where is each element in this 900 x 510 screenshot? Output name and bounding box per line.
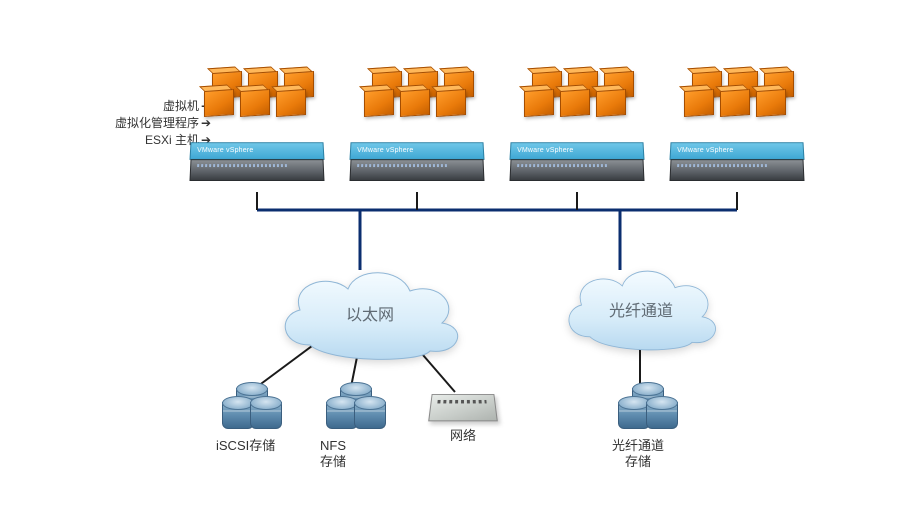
disk-icon (618, 396, 648, 428)
storage-fc: 光纤通道 存储 (612, 382, 664, 469)
vm-box (364, 89, 394, 117)
vm-box (560, 89, 590, 117)
server-chassis (669, 159, 804, 181)
esxi-host: VMware vSphere (510, 72, 644, 181)
network-switch-icon (428, 394, 498, 421)
server-chassis (189, 159, 324, 181)
disk-icon (250, 396, 280, 428)
storage-iscsi: iSCSI存储 (216, 382, 275, 454)
hypervisor-layer: VMware vSphere (669, 142, 804, 160)
vm-box (436, 89, 466, 117)
disk-cluster (216, 382, 275, 432)
disk-icon (354, 396, 384, 428)
server-chassis (349, 159, 484, 181)
storage-nfs: NFS 存储 (320, 382, 346, 469)
hypervisor-layer: VMware vSphere (509, 142, 644, 160)
cloud-fibre-channel: 光纤通道 (556, 255, 726, 355)
storage-label: NFS 存储 (320, 438, 346, 469)
esxi-host: VMware vSphere (670, 72, 804, 181)
vm-box (524, 89, 554, 117)
vm-grid (350, 72, 484, 120)
server-chassis (509, 159, 644, 181)
vm-box (684, 89, 714, 117)
vm-grid (670, 72, 804, 120)
vm-box (720, 89, 750, 117)
cloud-ethernet: 以太网 (270, 255, 470, 365)
vm-box (756, 89, 786, 117)
storage-label: 光纤通道 存储 (612, 438, 664, 469)
vm-box (596, 89, 626, 117)
vm-box (240, 89, 270, 117)
disk-cluster (320, 382, 346, 432)
host-row: VMware vSphere VMware vSphere VMware vSp… (190, 72, 804, 181)
disk-icon (646, 396, 676, 428)
disk-cluster (612, 382, 664, 432)
disk-icon (326, 396, 356, 428)
cloud-fc-label: 光纤通道 (556, 297, 726, 321)
vm-box (276, 89, 306, 117)
vm-grid (190, 72, 324, 120)
vm-grid (510, 72, 644, 120)
esxi-host: VMware vSphere (350, 72, 484, 181)
vsphere-storage-topology-diagram: 虚拟机➔ 虚拟化管理程序➔ ESXi 主机➔ VMware vSphere VM… (0, 10, 900, 490)
disk-icon (222, 396, 252, 428)
cloud-ethernet-label: 以太网 (270, 301, 470, 325)
storage-network: 网络 (430, 382, 496, 444)
vm-box (204, 89, 234, 117)
hypervisor-layer: VMware vSphere (349, 142, 484, 160)
storage-label: 网络 (430, 428, 496, 444)
esxi-host: VMware vSphere (190, 72, 324, 181)
vm-box (400, 89, 430, 117)
storage-label: iSCSI存储 (216, 438, 275, 454)
hypervisor-layer: VMware vSphere (189, 142, 324, 160)
